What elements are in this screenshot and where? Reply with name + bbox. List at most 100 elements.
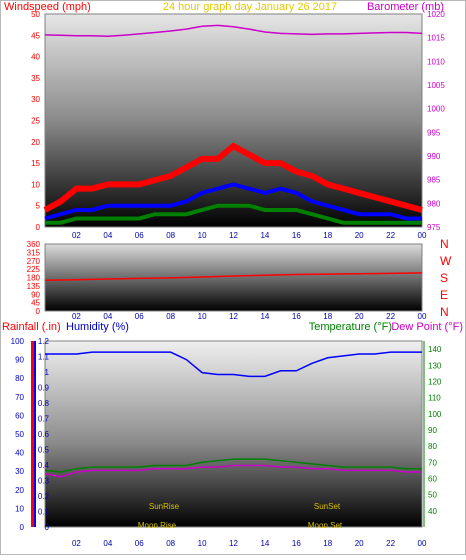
direction-x-tick-label: 08	[166, 312, 175, 321]
wind-tick-label: 35	[31, 74, 40, 83]
compass-label: W	[440, 254, 452, 268]
wind-x-tick-label: 06	[135, 231, 144, 240]
barometer-tick-label: 995	[427, 128, 441, 137]
wind-avg-line	[44, 182, 422, 221]
humidity-tick-label: 60	[15, 411, 24, 420]
direction-tick-label: 0	[36, 307, 41, 316]
temperature-tick-label: 50	[428, 491, 437, 500]
wind-x-tick-label: 22	[386, 231, 395, 240]
rainfall-axis-title: Rainfall (.in)	[2, 321, 61, 333]
wind-tick-label: 50	[31, 10, 40, 19]
humidity-axis-title: Humidity (%)	[66, 321, 129, 333]
rain-axis-bar	[31, 341, 34, 527]
humidity-tick-label: 40	[15, 449, 24, 458]
humidity-tick-label: 80	[15, 374, 24, 383]
direction-x-tick-label: 10	[198, 312, 207, 321]
direction-tick-label: 315	[27, 248, 41, 257]
rain-tick-label: 0.5	[38, 446, 50, 455]
humidity-tick-label: 70	[15, 393, 24, 402]
barometer-tick-label: 990	[427, 152, 441, 161]
direction-x-tick-label: 12	[229, 312, 238, 321]
barometer-tick-label: 980	[427, 199, 441, 208]
humidity-x-tick-label: 20	[355, 539, 364, 548]
rain-tick-label: 0.4	[38, 461, 50, 470]
humidity-x-tick-label: 02	[72, 539, 81, 548]
direction-x-tick-label: 02	[72, 312, 81, 321]
humidity-tick-label: 90	[15, 356, 24, 365]
rain-tick-label: 0.6	[38, 430, 50, 439]
temperature-tick-label: 100	[428, 410, 442, 419]
barometer-axis-title: Barometer (mb)	[367, 1, 444, 13]
humidity-axis-bar	[34, 341, 36, 527]
barometer-tick-label: 1015	[427, 34, 445, 43]
humidity-x-tick-label: 10	[198, 539, 207, 548]
direction-tick-label: 45	[31, 299, 40, 308]
humidity-panel	[44, 340, 423, 528]
humidity-x-tick-label: 06	[135, 539, 144, 548]
dewpoint-axis-title: Dew Point (°F)	[391, 321, 463, 333]
humidity-x-tick-label: 00	[418, 539, 427, 548]
rain-tick-label: 1.1	[38, 353, 50, 362]
dewpoint-line	[44, 464, 422, 478]
direction-tick-label: 360	[27, 240, 41, 249]
direction-tick-label: 225	[27, 265, 41, 274]
humidity-tick-label: 50	[15, 430, 24, 439]
rain-tick-label: 1	[45, 368, 50, 377]
barometer-tick-label: 975	[427, 223, 441, 232]
humidity-x-tick-label: 16	[292, 539, 301, 548]
wind-x-tick-label: 10	[198, 231, 207, 240]
rain-tick-label: 0.7	[38, 415, 50, 424]
windspeed-line	[43, 142, 423, 213]
temperature-line	[44, 458, 422, 473]
windspeed-axis-title: Windspeed (mph)	[4, 1, 91, 13]
wind-x-tick-label: 12	[229, 231, 238, 240]
rain-tick-label: 0.8	[38, 399, 50, 408]
wind-tick-label: 20	[31, 138, 40, 147]
humidity-tick-label: 0	[20, 523, 25, 532]
rain-tick-label: 0.1	[38, 508, 50, 517]
wind-tick-label: 25	[31, 117, 40, 126]
rain-tick-label: 0	[45, 523, 50, 532]
barometer-tick-label: 1020	[427, 10, 445, 19]
wind-x-tick-label: 04	[103, 231, 112, 240]
wind-tick-label: 10	[31, 180, 40, 189]
barometer-tick-label: 1005	[427, 81, 445, 90]
rain-tick-label: 0.3	[38, 477, 50, 486]
humidity-tick-label: 30	[15, 467, 24, 476]
humidity-x-tick-label: 18	[323, 539, 332, 548]
wind-tick-label: 40	[31, 53, 40, 62]
temperature-tick-label: 70	[428, 458, 437, 467]
rain-tick-label: 1.2	[38, 337, 50, 346]
humidity-tick-label: 20	[15, 486, 24, 495]
wind-x-tick-label: 02	[72, 231, 81, 240]
humidity-x-tick-label: 08	[166, 539, 175, 548]
direction-x-tick-label: 14	[260, 312, 269, 321]
direction-x-tick-label: 00	[418, 312, 427, 321]
sunrise-label: SunRise	[149, 502, 180, 511]
wind-tick-label: 15	[31, 159, 40, 168]
moonset-label: Moon Set	[308, 521, 343, 530]
temperature-axis-title: Temperature (°F)	[309, 321, 392, 333]
humidity-tick-label: 100	[11, 337, 25, 346]
humidity-tick-label: 10	[15, 504, 24, 513]
temperature-tick-label: 40	[428, 507, 437, 516]
humidity-x-tick-label: 04	[103, 539, 112, 548]
wind-tick-label: 45	[31, 31, 40, 40]
direction-line	[44, 272, 423, 282]
temperature-tick-label: 120	[428, 377, 442, 386]
temperature-tick-label: 110	[428, 394, 441, 403]
direction-tick-label: 90	[31, 290, 40, 299]
barometer-line	[44, 24, 423, 37]
moonrise-label: Moon Rise	[138, 521, 177, 530]
wind-tick-label: 30	[31, 95, 40, 104]
temperature-tick-label: 140	[428, 345, 442, 354]
direction-x-tick-label: 06	[135, 312, 144, 321]
direction-x-tick-label: 20	[355, 312, 364, 321]
direction-x-tick-label: 18	[323, 312, 332, 321]
wind-tick-label: 5	[36, 202, 41, 211]
direction-x-tick-label: 04	[103, 312, 112, 321]
direction-x-tick-label: 16	[292, 312, 301, 321]
compass-label: S	[440, 271, 448, 285]
